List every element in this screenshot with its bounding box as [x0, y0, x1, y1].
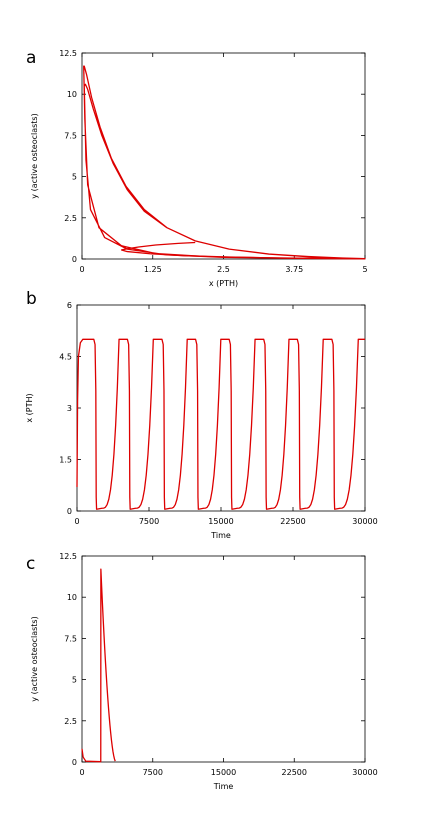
x-tick-label: 22500: [282, 768, 307, 777]
y-tick-label: 2.5: [64, 717, 77, 726]
panel-letter-a: a: [26, 48, 36, 68]
y-tick-label: 0: [67, 507, 72, 516]
panel-letter-b: b: [26, 289, 37, 309]
x-tick-label: 30000: [352, 768, 377, 777]
x-tick-label: 5: [362, 265, 367, 274]
y-tick-label: 2.5: [64, 214, 77, 223]
x-tick-label: 7500: [139, 517, 159, 526]
y-tick-label: 0: [72, 255, 77, 264]
y-axis-label: x (PTH): [25, 393, 34, 422]
y-tick-label: 0: [72, 758, 77, 767]
osteoclast-time-series-line: [81, 568, 116, 763]
y-axis-label: y (active osteoclasts): [30, 113, 39, 198]
y-axis-label: y (active osteoclasts): [30, 616, 39, 701]
y-tick-label: 10: [67, 593, 77, 602]
y-tick-label: 7.5: [64, 131, 77, 140]
x-axis-label: x (PTH): [209, 279, 238, 288]
x-tick-label: 15000: [208, 517, 233, 526]
y-tick-label: 7.5: [64, 634, 77, 643]
x-axis-label: Time: [210, 531, 231, 540]
y-tick-label: 5: [72, 173, 77, 182]
x-axis-label: Time: [213, 782, 234, 791]
x-tick-label: 7500: [143, 768, 163, 777]
y-tick-label: 3: [67, 404, 72, 413]
plot-frame: [81, 555, 366, 763]
x-tick-label: 0: [74, 517, 79, 526]
chart-a: 0 1.25 2.5 3.75 5 0 2.5 5 7.5 10 12.5 x (PTH) y (act…: [30, 49, 368, 288]
x-tick-label: 22500: [280, 517, 305, 526]
x-tick-label: 2.5: [217, 265, 230, 274]
chart-c: 0 7500 15000 22500 30000 0 2.5 5 7.5 10 12.5 Time y …: [30, 552, 378, 791]
plot-frame: [76, 304, 366, 512]
x-tick-label: 15000: [211, 768, 236, 777]
y-tick-label: 6: [67, 301, 72, 310]
panel-letter-c: c: [26, 554, 35, 574]
pth-time-series-line: [76, 338, 365, 510]
y-tick-label: 10: [67, 90, 77, 99]
trajectory-line-1: [83, 65, 366, 260]
x-tick-label: 30000: [352, 517, 377, 526]
y-tick-label: 5: [72, 676, 77, 685]
y-tick-label: 12.5: [59, 49, 77, 58]
y-tick-label: 1.5: [59, 456, 72, 465]
y-tick-label: 4.5: [59, 353, 72, 362]
y-tick-label: 12.5: [59, 552, 77, 561]
x-tick-label: 3.75: [285, 265, 303, 274]
x-tick-label: 0: [79, 768, 84, 777]
chart-b: 0 7500 15000 22500 30000 0 1.5 3 4.5 6 Time x (PTH): [25, 301, 378, 540]
x-tick-label: 1.25: [144, 265, 162, 274]
plot-frame: [81, 52, 366, 260]
x-tick-label: 0: [79, 265, 84, 274]
